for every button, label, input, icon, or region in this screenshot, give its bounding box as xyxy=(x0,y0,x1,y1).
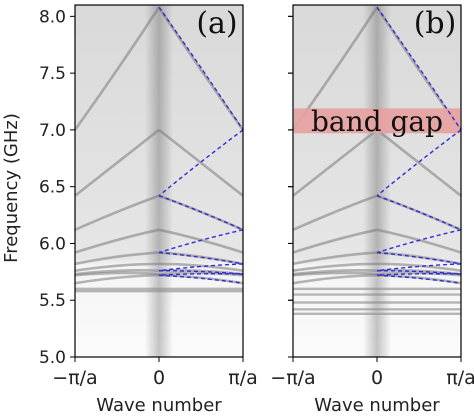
panel-a-ticks: −π/a 0 π/a xyxy=(52,15,258,389)
panel-b-label: (b) xyxy=(414,6,457,41)
panel-a-band-left-1 xyxy=(74,128,160,197)
y-tick-label-0: 5.0 xyxy=(39,348,66,368)
panel-b-dispersion-segment-8 xyxy=(376,274,462,284)
panel-b-band-right-5 xyxy=(376,262,462,272)
panel-b-band-left-6 xyxy=(292,268,378,276)
panel-a-dispersion-segment-6 xyxy=(158,270,244,275)
panel-b-band-left-1 xyxy=(292,128,378,197)
panel-b-dispersion-segment-7 xyxy=(376,273,462,276)
panel-b-band-left-7 xyxy=(292,271,378,277)
panel-a-dispersion xyxy=(158,6,244,284)
panel-a-band-right-3 xyxy=(158,228,244,254)
panel-b-dispersion-segment-2 xyxy=(376,195,462,231)
panel-a-band-left-3 xyxy=(74,228,160,254)
panel-b-band-left-3 xyxy=(292,228,378,254)
y-tick-label-4: 7.0 xyxy=(39,121,66,141)
panel-a-background xyxy=(75,5,243,357)
panel-a-band-right-1 xyxy=(158,128,244,197)
panel-a-x-axis-label: Wave number xyxy=(96,395,222,416)
y-tick-label-1: 5.5 xyxy=(39,291,66,311)
panel-a-band-left-4 xyxy=(74,251,160,266)
panel-a-band-left-0 xyxy=(73,6,161,131)
panel-b-ticks: −π/a 0 π/a xyxy=(270,15,474,389)
y-tick-label-5: 7.5 xyxy=(39,64,66,84)
panel-a-band-right-5 xyxy=(158,262,244,272)
y-tick-label-2: 6.0 xyxy=(39,234,66,254)
panel-a-label: (a) xyxy=(196,6,237,41)
panel-a-band-left-8 xyxy=(74,273,160,285)
panel-a-dispersion-segment-4 xyxy=(158,251,244,265)
panel-b-dispersion-segment-0 xyxy=(376,6,462,131)
panel-a-band-left-2 xyxy=(74,194,160,232)
panel-a-band-left-6 xyxy=(74,268,160,276)
panel-b-xtick-label-1: 0 xyxy=(371,367,383,389)
panel-a-band-left-7 xyxy=(74,271,160,277)
panel-a: −π/a 0 π/a (a) Wave number xyxy=(52,4,258,416)
panel-b-bands xyxy=(291,6,463,316)
panel-a-dispersion-segment-5 xyxy=(158,263,244,272)
y-axis-label: Frequency (GHz) xyxy=(1,113,22,263)
panel-a-dispersion-segment-2 xyxy=(158,195,244,231)
panel-b-dispersion xyxy=(376,6,462,284)
panel-b-dispersion-segment-5 xyxy=(376,263,462,272)
y-tick-label-6: 8.0 xyxy=(39,7,66,27)
panel-a-dispersion-segment-1 xyxy=(158,129,244,197)
panel-b-band-right-1 xyxy=(376,128,462,197)
panel-b-band-left-2 xyxy=(292,194,378,232)
panel-b-dispersion-segment-6 xyxy=(376,270,462,275)
panel-a-dispersion-segment-7 xyxy=(158,273,244,276)
panel-b-band-left-5 xyxy=(292,262,378,272)
panel-a-band-left-5 xyxy=(74,262,160,272)
panel-a-dispersion-segment-3 xyxy=(158,229,244,254)
panel-a-dispersion-segment-0 xyxy=(158,6,244,131)
panel-a-xtick-label-0: −π/a xyxy=(52,367,97,389)
band-gap-label: band gap xyxy=(311,105,443,138)
panel-b-center-glow xyxy=(363,5,391,357)
band-gap-highlight xyxy=(294,108,460,134)
panel-a-center-glow xyxy=(145,5,173,357)
panel-b-band-right-3 xyxy=(376,228,462,254)
y-tick-label-3: 6.5 xyxy=(39,178,66,198)
panel-a-dispersion-segment-8 xyxy=(158,274,244,284)
panel-b-band-left-4 xyxy=(292,251,378,266)
panel-b-dispersion-segment-4 xyxy=(376,251,462,265)
panel-b-dispersion-segment-1 xyxy=(376,129,462,197)
y-tick-labels: 5.0 5.5 6.0 6.5 7.0 7.5 8.0 xyxy=(39,7,66,368)
panel-b-dispersion-segment-3 xyxy=(376,229,462,254)
panel-a-xtick-label-1: 0 xyxy=(153,367,165,389)
panel-b-annotations: band gap xyxy=(294,105,460,138)
panel-b-xtick-label-0: −π/a xyxy=(270,367,315,389)
panel-b-background xyxy=(293,5,461,357)
panel-b-band-left-8 xyxy=(292,273,378,285)
panel-b: band gap −π/a 0 π/a (b) Wave number xyxy=(270,4,474,416)
panel-a-xtick-label-2: π/a xyxy=(228,367,257,389)
panel-b-xtick-label-2: π/a xyxy=(446,367,474,389)
panel-b-x-axis-label: Wave number xyxy=(314,395,440,416)
